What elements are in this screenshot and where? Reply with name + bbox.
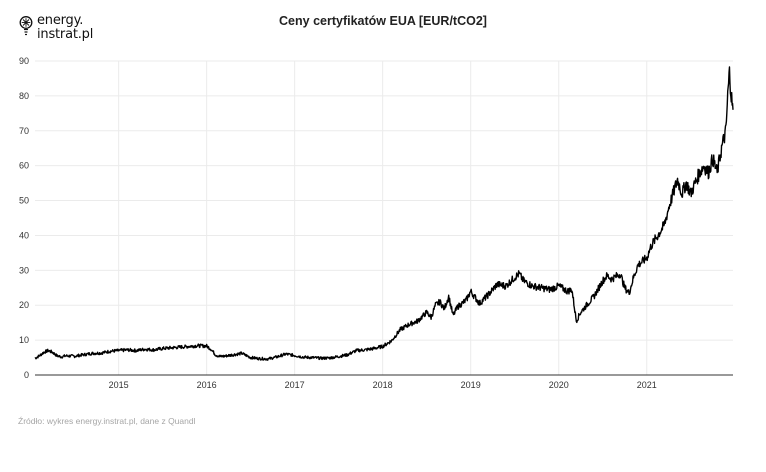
brand-line-1: energy. [37, 13, 84, 28]
x-tick-label: 2015 [109, 380, 129, 390]
y-tick-label: 30 [19, 265, 29, 275]
y-tick-labels: 0 10 20 30 40 50 60 70 80 90 [19, 56, 29, 380]
y-tick-label: 70 [19, 126, 29, 136]
x-tick-label: 2016 [197, 380, 217, 390]
x-tick-label: 2020 [549, 380, 569, 390]
x-tick-labels: 2015 2016 2017 2018 2019 2020 2021 [109, 380, 657, 390]
x-tick-label: 2021 [637, 380, 657, 390]
y-gridlines [35, 60, 733, 376]
y-tick-label: 80 [19, 91, 29, 101]
y-tick-label: 90 [19, 56, 29, 66]
brand-logo: energy. instrat.pl [18, 14, 93, 42]
chart-title: Ceny certyfikatów EUA [EUR/tCO2] [279, 14, 487, 28]
x-gridlines [118, 61, 648, 375]
series-layer [34, 66, 734, 361]
y-tick-label: 40 [19, 230, 29, 240]
y-tick-label: 20 [19, 300, 29, 310]
y-tick-label: 60 [19, 161, 29, 171]
price-series-line [34, 66, 734, 361]
y-tick-label: 0 [24, 370, 29, 380]
y-tick-label: 50 [19, 196, 29, 206]
brand-line-2: instrat.pl [37, 27, 94, 42]
x-tick-label: 2017 [285, 380, 305, 390]
x-tick-label: 2019 [461, 380, 481, 390]
y-tick-label: 10 [19, 335, 29, 345]
x-tick-label: 2018 [373, 380, 393, 390]
source-note: Źródło: wykres energy.instrat.pl, dane z… [18, 416, 196, 426]
bulb-icon [19, 16, 33, 36]
